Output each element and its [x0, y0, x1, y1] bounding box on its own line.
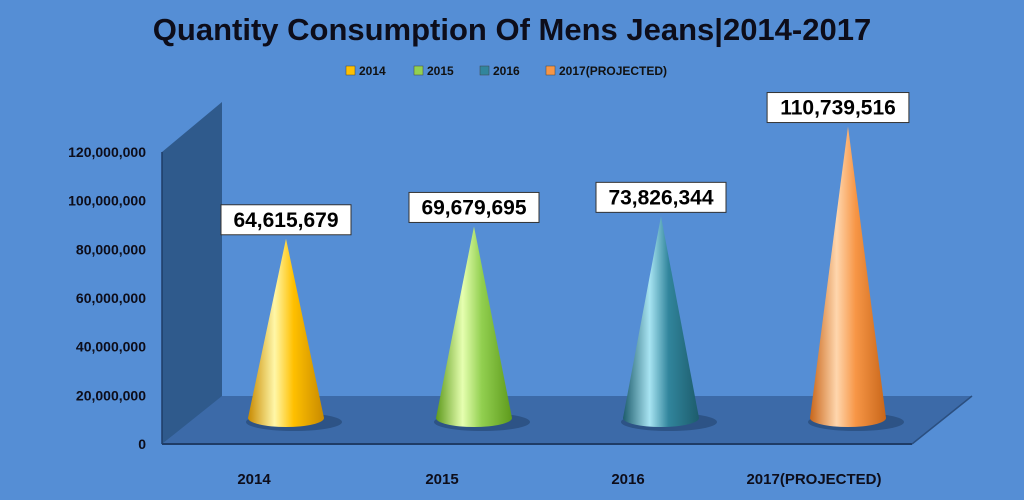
- data-label-2014: 64,615,679: [220, 204, 352, 236]
- data-labels: 64,615,679 69,679,695 73,826,344 110,739,51…: [220, 92, 910, 236]
- x-axis-categories: 2014 2015 2016 2017(PROJECTED): [237, 471, 881, 488]
- cones: [246, 126, 904, 431]
- cone-2014: [246, 238, 342, 431]
- data-label-2015: 69,679,695: [408, 191, 540, 223]
- y-tick-label: 80,000,000: [76, 241, 146, 257]
- data-label-2017-projected: 110,739,516: [766, 92, 910, 124]
- x-category-2015: 2015: [425, 471, 458, 488]
- legend-label: 2015: [427, 64, 454, 78]
- legend-swatch: [345, 65, 356, 76]
- data-label-text: 64,615,679: [233, 209, 338, 232]
- cone-2017-projected: [808, 126, 904, 431]
- data-label-box: [766, 92, 910, 124]
- legend-swatch: [413, 65, 424, 76]
- cone-body: [810, 126, 886, 427]
- legend-item-2017-projected: 2017(PROJECTED): [545, 64, 667, 78]
- x-category-2014: 2014: [237, 471, 271, 488]
- legend-label: 2014: [359, 64, 386, 78]
- x-category-2017-projected: 2017(PROJECTED): [746, 471, 881, 488]
- legend-item-2014: 2014: [345, 64, 386, 78]
- y-tick-label: 100,000,000: [68, 193, 146, 209]
- legend-label: 2016: [493, 64, 520, 78]
- legend-item-2016: 2016: [479, 64, 520, 78]
- data-label-box: [408, 191, 540, 223]
- y-tick-label: 60,000,000: [76, 290, 146, 306]
- cone-body: [623, 216, 699, 427]
- data-label-text: 110,739,516: [780, 97, 896, 120]
- legend-swatch: [479, 65, 490, 76]
- legend-swatch: [545, 65, 556, 76]
- data-label-box: [220, 204, 352, 236]
- floor-right-edge: [911, 395, 973, 445]
- y-axis-ticks: 0 20,000,000 40,000,000 60,000,000 80,000,00…: [68, 144, 146, 452]
- cone-body: [248, 238, 324, 427]
- y-tick-label: 40,000,000: [76, 339, 146, 355]
- y-tick-label: 120,000,000: [68, 144, 146, 160]
- floor: [162, 396, 972, 444]
- cone-2016: [621, 216, 717, 431]
- chart-title: Quantity Consumption Of Mens Jeans|2014-…: [153, 12, 871, 47]
- data-label-text: 69,679,695: [421, 196, 526, 219]
- data-label-box: [595, 181, 727, 213]
- back-wall: [162, 102, 222, 444]
- cone-body: [436, 226, 512, 427]
- legend: 2014 2015 2016 2017(PROJECTED): [345, 64, 667, 78]
- legend-label: 2017(PROJECTED): [559, 64, 667, 78]
- data-label-text: 73,826,344: [608, 186, 713, 209]
- y-tick-label: 0: [138, 436, 146, 452]
- cone-2015: [434, 226, 530, 431]
- data-label-2016: 73,826,344: [595, 181, 727, 213]
- y-tick-label: 20,000,000: [76, 387, 146, 403]
- legend-item-2015: 2015: [413, 64, 454, 78]
- x-category-2016: 2016: [611, 471, 644, 488]
